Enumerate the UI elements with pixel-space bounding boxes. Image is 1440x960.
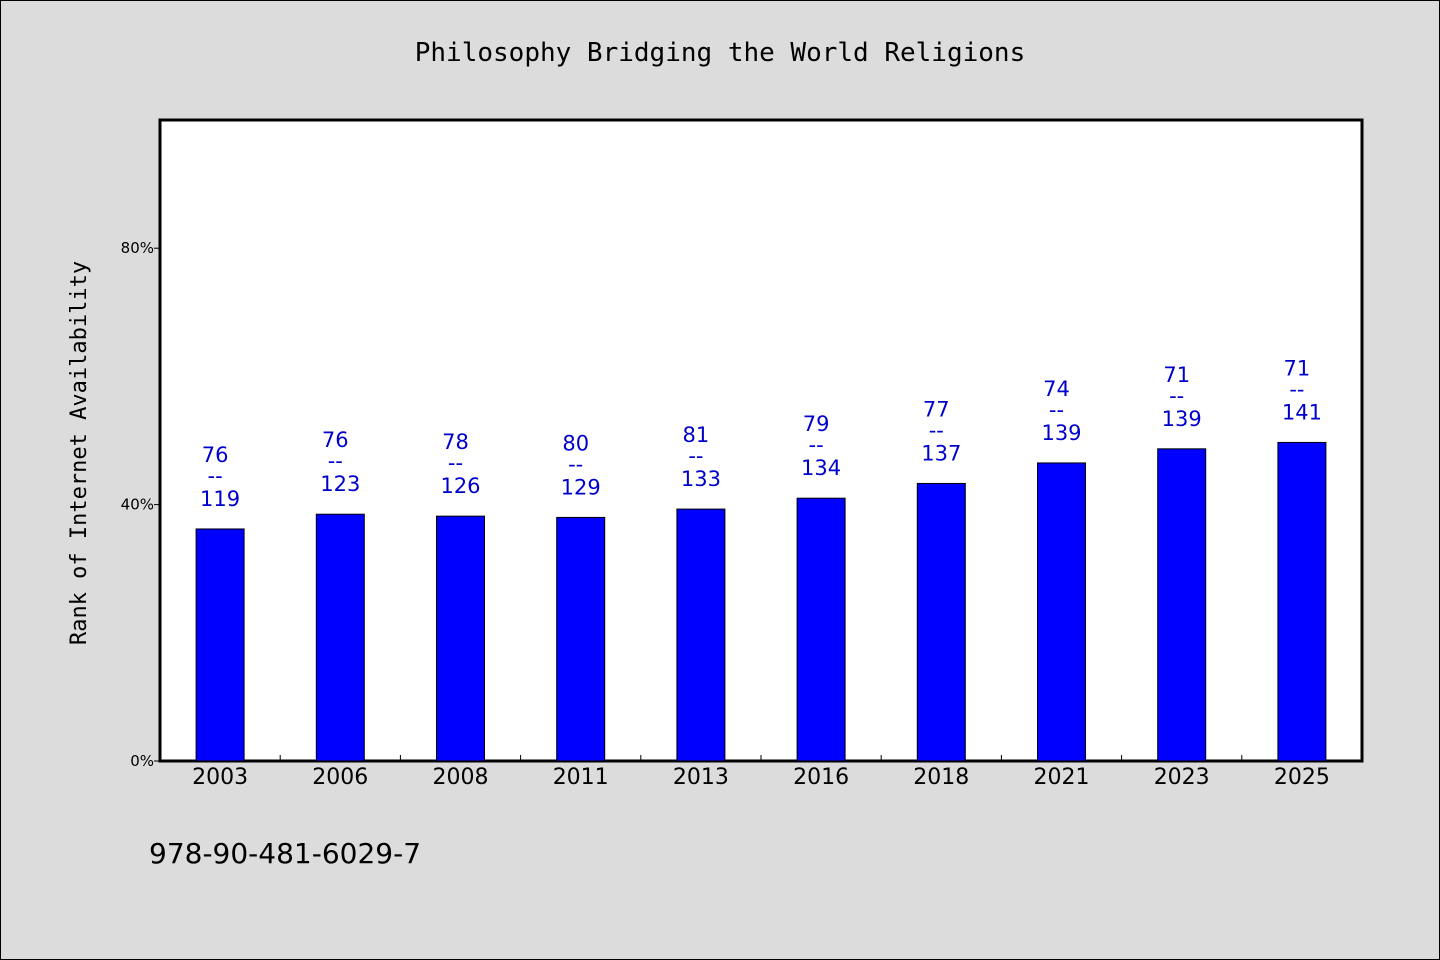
data-label-separator: -- [688,444,703,468]
bar-2018 [916,482,966,762]
data-label-top: 71 [1284,356,1311,380]
x-tick-label: 2003 [192,765,248,790]
bar-2025 [1277,441,1327,762]
x-tick-label: 2006 [312,765,368,790]
data-label-separator: -- [208,464,223,488]
y-tick-label: 80% [121,239,154,257]
bar-2003 [195,528,245,762]
data-label-top: 81 [683,423,710,447]
data-label-separator: -- [929,418,944,442]
x-tick-label: 2016 [793,765,849,790]
y-axis-label: Rank of Internet Availability [67,261,92,645]
bar-2023 [1157,448,1207,762]
x-tick-label: 2011 [553,765,609,790]
chart-title: Philosophy Bridging the World Religions [415,38,1025,68]
data-label-separator: -- [1169,384,1184,408]
data-label-separator: -- [448,451,463,475]
bar-2021 [1037,462,1086,762]
data-label-separator: -- [1289,377,1304,401]
x-tick-label: 2013 [673,765,729,790]
x-tick-label: 2008 [433,765,489,790]
data-label-bottom: 137 [921,441,961,465]
bar-2008 [436,515,485,762]
y-tick-label: 0% [130,752,154,770]
data-label-bottom: 139 [1041,421,1081,445]
data-label-top: 76 [322,428,349,452]
data-label-bottom: 134 [801,456,841,480]
data-label-separator: -- [809,433,824,457]
isbn-label: 978-90-481-6029-7 [149,837,421,870]
data-label-separator: -- [328,449,343,473]
data-label-top: 80 [562,431,589,455]
y-tick-label: 40% [121,496,154,514]
data-label-bottom: 129 [561,475,601,499]
bar-2013 [676,508,726,762]
data-label-top: 77 [923,397,950,421]
x-tick-label: 2018 [913,765,969,790]
bar-2011 [556,516,606,762]
chart-marks: 0%40%80%200376--119200676--123200878--12… [121,239,1330,790]
data-label-top: 79 [803,412,830,436]
data-label-top: 78 [442,430,469,454]
x-tick-label: 2021 [1034,765,1090,790]
data-label-bottom: 141 [1282,400,1322,424]
data-label-separator: -- [568,452,583,476]
data-label-bottom: 133 [681,467,721,491]
bar-2006 [315,513,365,762]
bar-2016 [796,497,846,762]
data-label-top: 74 [1043,377,1070,401]
data-label-bottom: 139 [1162,407,1202,431]
data-label-bottom: 126 [440,474,480,498]
data-label-bottom: 123 [320,472,360,496]
x-tick-label: 2023 [1154,765,1210,790]
data-label-bottom: 119 [200,487,240,511]
data-label-top: 76 [202,443,229,467]
data-label-separator: -- [1049,398,1064,422]
data-label-top: 71 [1163,363,1190,387]
x-tick-label: 2025 [1274,765,1330,790]
